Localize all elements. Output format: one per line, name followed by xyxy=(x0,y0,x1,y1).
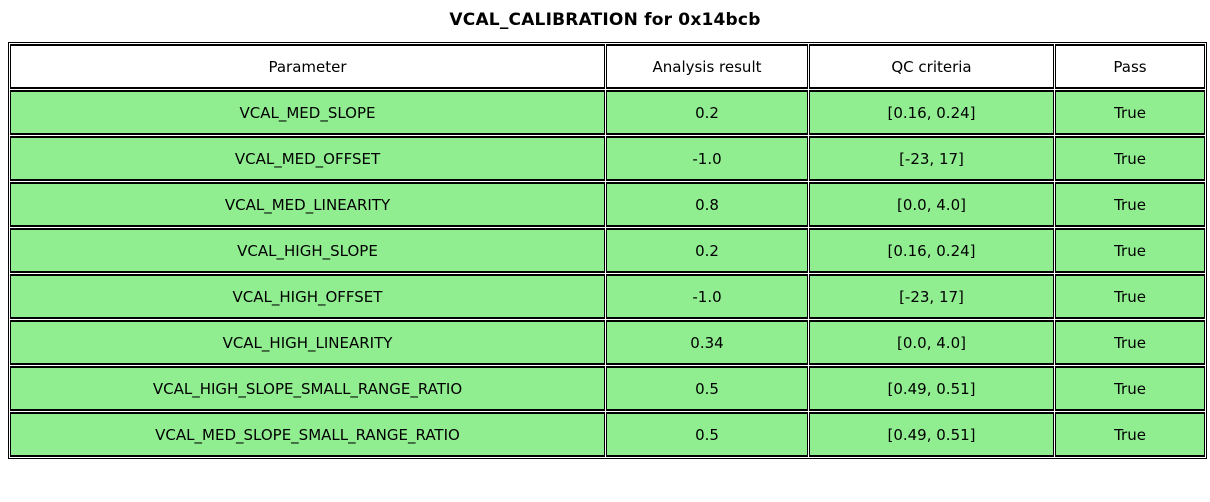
cell-pass: True xyxy=(1055,366,1205,411)
cell-parameter: VCAL_MED_SLOPE_SMALL_RANGE_RATIO xyxy=(10,412,605,457)
table-row: VCAL_HIGH_SLOPE 0.2 [0.16, 0.24] True xyxy=(10,228,1205,273)
col-header-parameter: Parameter xyxy=(10,44,605,89)
table-row: VCAL_MED_SLOPE 0.2 [0.16, 0.24] True xyxy=(10,90,1205,135)
table-row: VCAL_MED_LINEARITY 0.8 [0.0, 4.0] True xyxy=(10,182,1205,227)
cell-analysis-result: -1.0 xyxy=(606,136,808,181)
cell-pass: True xyxy=(1055,412,1205,457)
figure-title: VCAL_CALIBRATION for 0x14bcb xyxy=(449,10,761,30)
cell-qc-criteria: [0.16, 0.24] xyxy=(809,90,1054,135)
qc-table: Parameter Analysis result QC criteria Pa… xyxy=(8,42,1207,459)
cell-analysis-result: 0.5 xyxy=(606,412,808,457)
cell-qc-criteria: [-23, 17] xyxy=(809,274,1054,319)
cell-pass: True xyxy=(1055,274,1205,319)
cell-pass: True xyxy=(1055,228,1205,273)
col-header-pass: Pass xyxy=(1055,44,1205,89)
cell-parameter: VCAL_MED_LINEARITY xyxy=(10,182,605,227)
cell-pass: True xyxy=(1055,136,1205,181)
cell-qc-criteria: [0.0, 4.0] xyxy=(809,320,1054,365)
table-row: VCAL_MED_SLOPE_SMALL_RANGE_RATIO 0.5 [0.49… xyxy=(10,412,1205,457)
cell-analysis-result: -1.0 xyxy=(606,274,808,319)
cell-parameter: VCAL_HIGH_OFFSET xyxy=(10,274,605,319)
cell-parameter: VCAL_MED_SLOPE xyxy=(10,90,605,135)
cell-analysis-result: 0.2 xyxy=(606,90,808,135)
col-header-analysis-result: Analysis result xyxy=(606,44,808,89)
cell-qc-criteria: [0.16, 0.24] xyxy=(809,228,1054,273)
cell-analysis-result: 0.8 xyxy=(606,182,808,227)
cell-pass: True xyxy=(1055,182,1205,227)
table-body: VCAL_MED_SLOPE 0.2 [0.16, 0.24] True VCAL_ME… xyxy=(10,90,1205,457)
cell-analysis-result: 0.5 xyxy=(606,366,808,411)
cell-analysis-result: 0.34 xyxy=(606,320,808,365)
cell-analysis-result: 0.2 xyxy=(606,228,808,273)
cell-parameter: VCAL_HIGH_LINEARITY xyxy=(10,320,605,365)
cell-qc-criteria: [0.0, 4.0] xyxy=(809,182,1054,227)
col-header-qc-criteria: QC criteria xyxy=(809,44,1054,89)
table-row: VCAL_MED_OFFSET -1.0 [-23, 17] True xyxy=(10,136,1205,181)
cell-qc-criteria: [0.49, 0.51] xyxy=(809,366,1054,411)
cell-parameter: VCAL_MED_OFFSET xyxy=(10,136,605,181)
table-row: VCAL_HIGH_OFFSET -1.0 [-23, 17] True xyxy=(10,274,1205,319)
cell-qc-criteria: [0.49, 0.51] xyxy=(809,412,1054,457)
cell-parameter: VCAL_HIGH_SLOPE xyxy=(10,228,605,273)
cell-qc-criteria: [-23, 17] xyxy=(809,136,1054,181)
table-row: VCAL_HIGH_SLOPE_SMALL_RANGE_RATIO 0.5 [0.4… xyxy=(10,366,1205,411)
cell-pass: True xyxy=(1055,90,1205,135)
table-row: VCAL_HIGH_LINEARITY 0.34 [0.0, 4.0] True xyxy=(10,320,1205,365)
cell-parameter: VCAL_HIGH_SLOPE_SMALL_RANGE_RATIO xyxy=(10,366,605,411)
header-row: Parameter Analysis result QC criteria Pa… xyxy=(10,44,1205,89)
cell-pass: True xyxy=(1055,320,1205,365)
